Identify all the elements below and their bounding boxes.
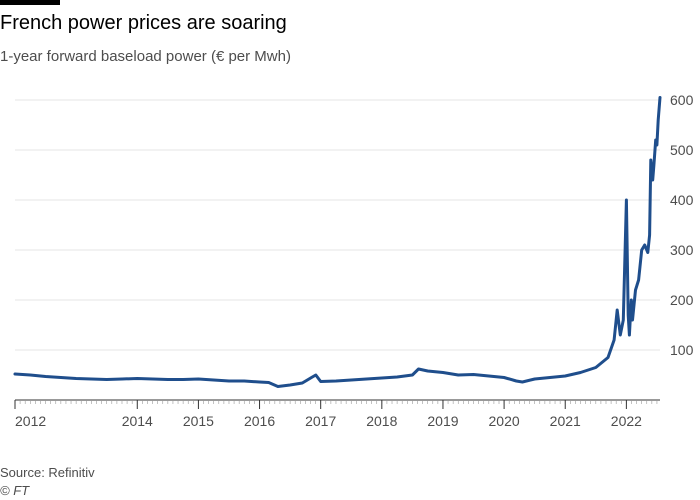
x-tick-label: 2022 — [611, 413, 642, 429]
x-axis: 2012 2014 2015 2016 2017 2018 2019 2020 2021 2022 — [14, 399, 660, 429]
chart-subtitle: 1-year forward baseload power (€ per Mwh… — [0, 48, 291, 65]
copyright-note: © FT — [0, 483, 30, 498]
x-tick-label: 2014 — [122, 413, 153, 429]
y-tick-label: 200 — [670, 292, 694, 308]
x-tick-label: 2021 — [550, 413, 581, 429]
y-tick-label: 400 — [670, 192, 694, 208]
x-tick-label: 2018 — [366, 413, 397, 429]
x-tick-label: 2019 — [427, 413, 458, 429]
series-group — [13, 96, 662, 388]
x-tick-label: 2015 — [183, 413, 214, 429]
y-axis-ticks: 100 200 300 400 500 600 — [670, 92, 694, 358]
y-tick-label: 300 — [670, 242, 694, 258]
y-tick-label: 100 — [670, 342, 694, 358]
y-tick-label: 600 — [670, 92, 694, 108]
x-tick-label: 2017 — [305, 413, 336, 429]
gridlines — [15, 99, 660, 351]
source-note: Source: Refinitiv — [0, 465, 95, 480]
x-tick-label: 2012 — [15, 413, 46, 429]
x-tick-label: 2016 — [244, 413, 275, 429]
y-tick-label: 500 — [670, 142, 694, 158]
series-line-price — [13, 96, 662, 388]
ft-brand-bar — [0, 0, 60, 5]
chart-title: French power prices are soaring — [0, 12, 287, 34]
x-tick-label: 2020 — [489, 413, 520, 429]
